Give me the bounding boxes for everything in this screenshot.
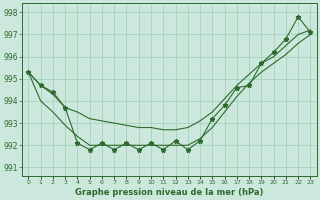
X-axis label: Graphe pression niveau de la mer (hPa): Graphe pression niveau de la mer (hPa) [75, 188, 264, 197]
